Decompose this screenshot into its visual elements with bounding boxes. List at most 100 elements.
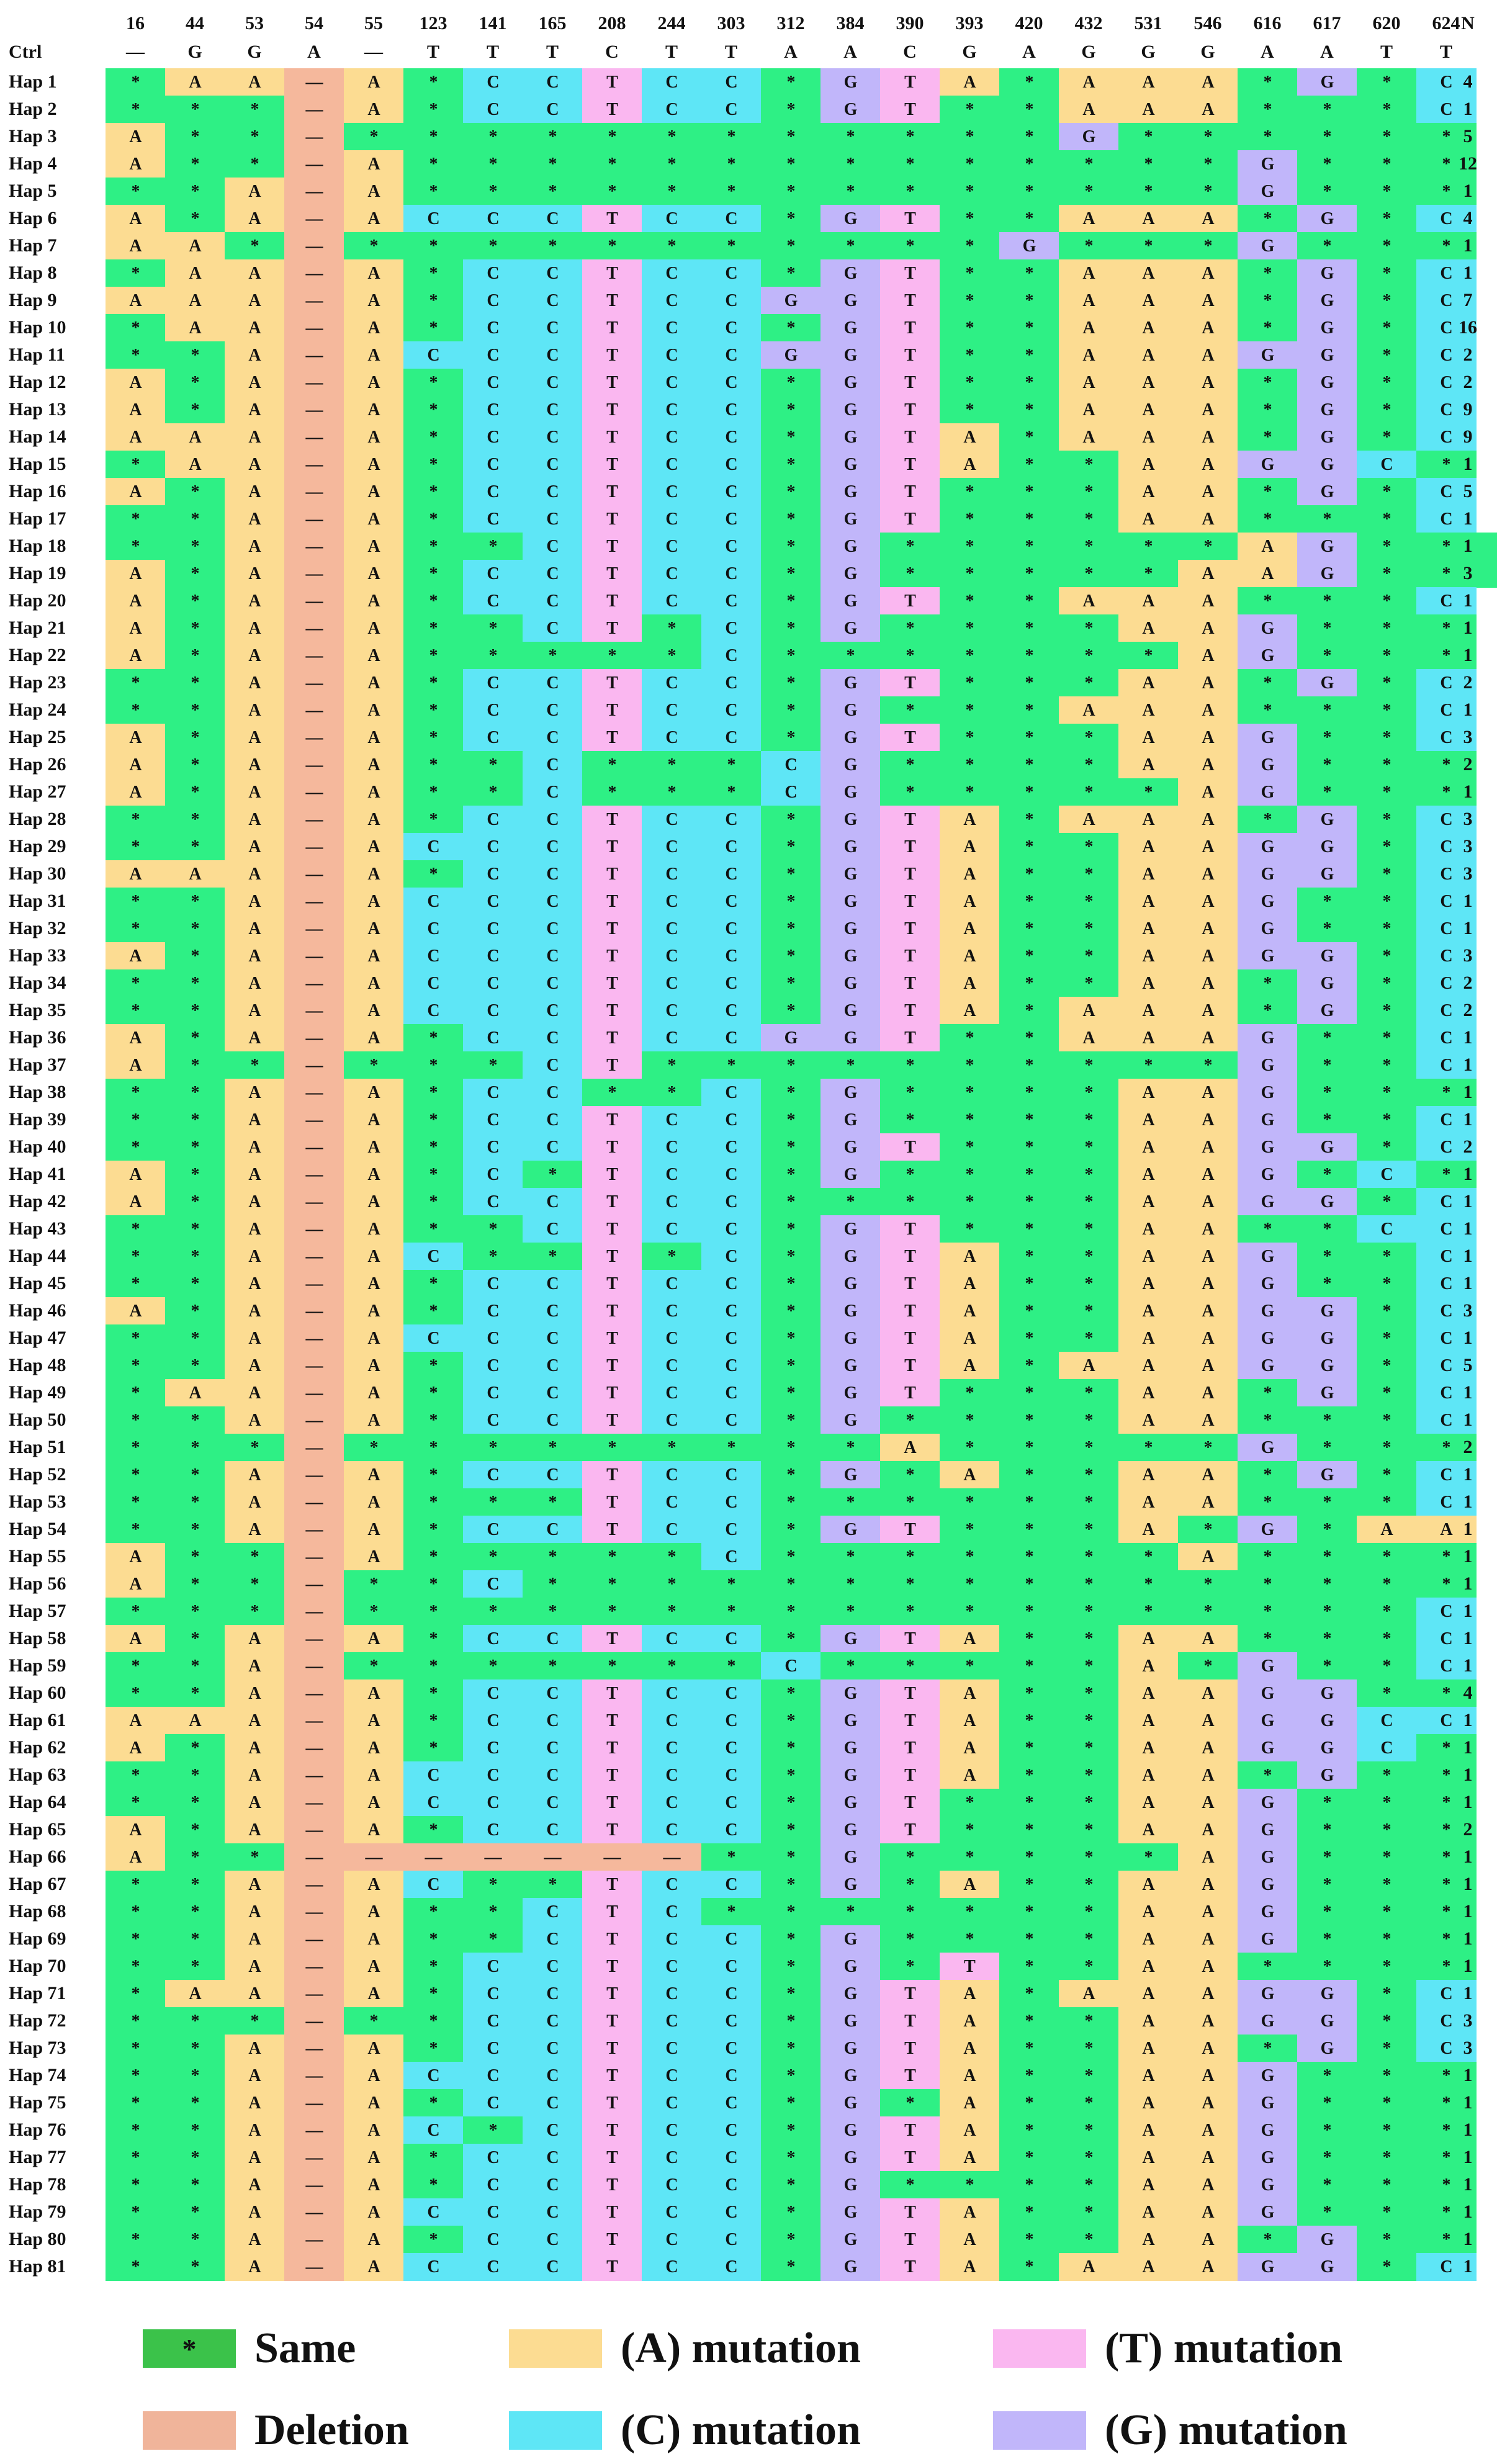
alignment-cell: A — [344, 1243, 404, 1270]
alignment-cell: * — [1297, 2062, 1357, 2090]
reference-base: G — [1141, 42, 1156, 62]
alignment-cell: * — [1238, 314, 1298, 342]
haplotype-label: Hap 47 — [9, 1328, 66, 1348]
alignment-cell: * — [761, 1625, 821, 1653]
alignment-cell: * — [1416, 614, 1477, 642]
alignment-cell: * — [820, 150, 881, 178]
alignment-cell: G — [1297, 669, 1357, 697]
alignment-cell: A — [344, 860, 404, 888]
alignment-cell: G — [820, 2035, 881, 2062]
alignment-cell: T — [582, 96, 642, 124]
alignment-cell: * — [940, 751, 1000, 779]
alignment-cell: * — [165, 1024, 225, 1052]
alignment-cell: * — [165, 1570, 225, 1598]
alignment-cell: C — [701, 1871, 762, 1899]
alignment-cell: * — [106, 1789, 166, 1817]
alignment-cell: A — [1118, 724, 1179, 752]
alignment-cell: C — [642, 1106, 702, 1134]
alignment-cell: * — [1059, 1106, 1119, 1134]
alignment-cell: * — [1357, 969, 1417, 997]
alignment-cell: * — [1357, 1598, 1417, 1625]
alignment-cell: — — [284, 696, 344, 724]
alignment-cell: * — [1297, 1789, 1357, 1817]
haplotype-label: Hap 79 — [9, 2201, 66, 2222]
alignment-cell: * — [999, 560, 1059, 588]
alignment-cell: T — [880, 1243, 940, 1270]
alignment-cell: * — [403, 2171, 464, 2199]
alignment-cell: * — [582, 778, 642, 806]
alignment-cell: * — [940, 396, 1000, 424]
alignment-cell: A — [106, 1570, 166, 1598]
alignment-cell: A — [1178, 915, 1238, 943]
haplotype-count: 1 — [1463, 2147, 1473, 2167]
alignment-cell: * — [403, 123, 464, 151]
alignment-cell: * — [880, 1106, 940, 1134]
alignment-cell: * — [1059, 2089, 1119, 2117]
alignment-cell: * — [1238, 369, 1298, 397]
alignment-cell: G — [1238, 2116, 1298, 2144]
alignment-cell: A — [1118, 1488, 1179, 1516]
alignment-cell: G — [1297, 833, 1357, 861]
alignment-cell: A — [106, 1625, 166, 1653]
alignment-cell: A — [225, 478, 285, 506]
alignment-cell: * — [1118, 150, 1179, 178]
alignment-cell: C — [1416, 997, 1477, 1025]
alignment-cell: C — [523, 1188, 583, 1216]
alignment-cell: A — [225, 1133, 285, 1161]
alignment-cell: * — [1357, 341, 1417, 369]
alignment-cell: * — [1357, 1898, 1417, 1926]
alignment-cell: C — [1416, 1406, 1477, 1434]
alignment-cell: A — [1118, 1707, 1179, 1735]
alignment-cell: * — [1416, 2171, 1477, 2199]
alignment-cell: A — [1118, 1761, 1179, 1789]
alignment-cell: A — [1059, 1980, 1119, 2008]
alignment-cell: * — [106, 2035, 166, 2062]
reference-base: — — [364, 42, 383, 62]
alignment-cell: * — [403, 1980, 464, 2008]
haplotype-label: Hap 5 — [9, 181, 57, 201]
alignment-cell: * — [106, 1679, 166, 1707]
haplotype-count: 1 — [1463, 454, 1473, 474]
alignment-cell: A — [165, 314, 225, 342]
alignment-cell: A — [344, 2253, 404, 2281]
alignment-cell: A — [225, 642, 285, 670]
alignment-cell: A — [344, 806, 404, 834]
alignment-cell: T — [582, 669, 642, 697]
alignment-cell: T — [582, 1898, 642, 1926]
alignment-cell: * — [106, 1953, 166, 1981]
alignment-cell: * — [165, 2035, 225, 2062]
alignment-cell: * — [165, 642, 225, 670]
alignment-cell: C — [701, 1707, 762, 1735]
alignment-cell: C — [523, 2062, 583, 2090]
alignment-cell: * — [1416, 1734, 1477, 1762]
alignment-cell: A — [106, 1161, 166, 1189]
alignment-cell: A — [1118, 2089, 1179, 2117]
alignment-cell: T — [582, 1734, 642, 1762]
alignment-cell: G — [1297, 1324, 1357, 1352]
alignment-cell: * — [761, 1543, 821, 1571]
alignment-cell: * — [403, 2035, 464, 2062]
alignment-cell: T — [582, 915, 642, 943]
alignment-cell: A — [1178, 1297, 1238, 1325]
alignment-cell: A — [880, 1434, 940, 1462]
alignment-cell: * — [523, 1570, 583, 1598]
alignment-cell: * — [1476, 560, 1497, 588]
haplotype-count: 3 — [1463, 2010, 1473, 2031]
alignment-cell: A — [344, 614, 404, 642]
alignment-cell: * — [403, 1898, 464, 1926]
alignment-cell: * — [1357, 1352, 1417, 1380]
haplotype-count: 5 — [1463, 126, 1473, 146]
alignment-cell: C — [523, 1051, 583, 1079]
alignment-cell: A — [1059, 423, 1119, 451]
alignment-cell: * — [1059, 505, 1119, 533]
alignment-cell: * — [1297, 1024, 1357, 1052]
alignment-cell: * — [1238, 696, 1298, 724]
alignment-cell: T — [582, 1625, 642, 1653]
haplotype-label: Hap 57 — [9, 1601, 66, 1621]
alignment-cell: * — [403, 1652, 464, 1680]
alignment-cell: A — [940, 1324, 1000, 1352]
alignment-cell: * — [1357, 1106, 1417, 1134]
alignment-cell: A — [1178, 860, 1238, 888]
alignment-cell: * — [225, 1434, 285, 1462]
alignment-cell: — — [284, 642, 344, 670]
